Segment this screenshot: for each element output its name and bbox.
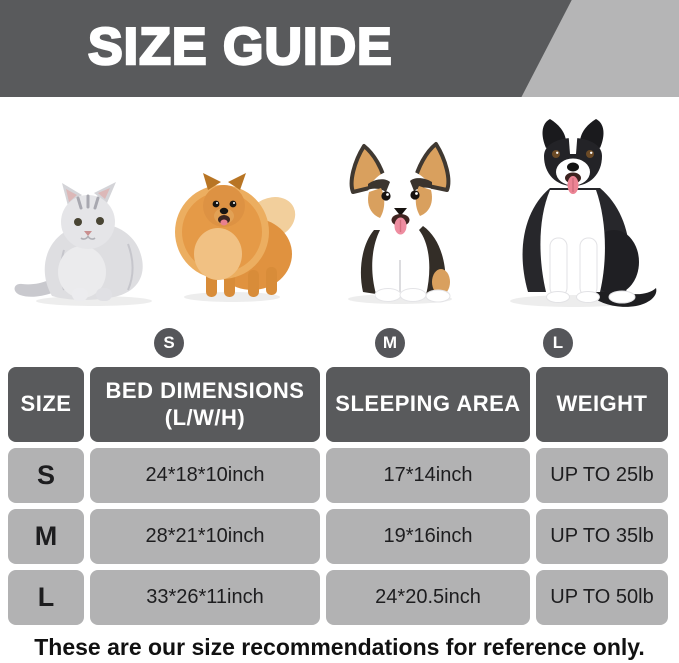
row-m-bed-dimensions: 28*21*10inch (90, 509, 320, 564)
row-l-size: L (8, 570, 84, 625)
size-badge-l: L (543, 328, 573, 358)
header-size: SIZE (8, 367, 84, 442)
pomeranian-illustration (168, 166, 300, 304)
corgi-icon (348, 142, 452, 304)
row-s-weight: UP TO 25lb (536, 448, 668, 503)
size-table: SIZE BED DIMENSIONS (L/W/H) SLEEPING ARE… (8, 367, 668, 625)
row-s-sleeping-area: 17*14inch (326, 448, 530, 503)
header-sleeping-area: SLEEPING AREA (326, 367, 530, 442)
footer-note: These are our size recommendations for r… (34, 634, 645, 660)
page-title: SIZE GUIDE (87, 18, 393, 76)
header-bed-dimensions-line1: BED DIMENSIONS (105, 378, 305, 404)
corgi-illustration (338, 140, 462, 306)
row-m-sleeping-area: 19*16inch (326, 509, 530, 564)
header-weight: WEIGHT (536, 367, 668, 442)
border-collie-illustration (486, 116, 660, 310)
row-s-bed-dimensions: 24*18*10inch (90, 448, 320, 503)
header-bed-dimensions: BED DIMENSIONS (L/W/H) (90, 367, 320, 442)
row-l-sleeping-area: 24*20.5inch (326, 570, 530, 625)
size-badge-s: S (154, 328, 184, 358)
row-l-bed-dimensions: 33*26*11inch (90, 570, 320, 625)
row-l-weight: UP TO 50lb (536, 570, 668, 625)
row-s-size: S (8, 448, 84, 503)
banner: SIZE GUIDE (0, 0, 679, 97)
size-badge-m: M (375, 328, 405, 358)
header-bed-dimensions-line2: (L/W/H) (164, 404, 246, 430)
border-collie-icon (510, 119, 657, 307)
pomeranian-icon (175, 173, 296, 302)
row-m-weight: UP TO 35lb (536, 509, 668, 564)
cat-icon (14, 182, 152, 306)
silver-cat-illustration (10, 180, 162, 308)
row-m-size: M (8, 509, 84, 564)
